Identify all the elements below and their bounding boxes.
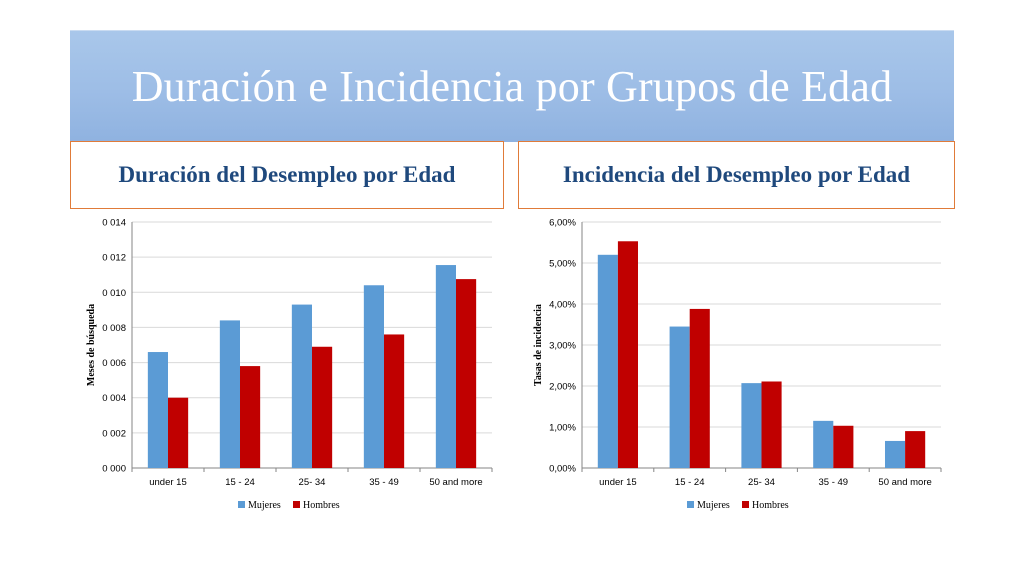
subhead-duration: Duración del Desempleo por Edad [70, 141, 504, 209]
bar-hombres [761, 381, 782, 468]
y-tick-label: 6,00% [549, 218, 576, 229]
y-axis-title: Meses de búsqueda [86, 304, 97, 386]
bar-mujeres [813, 420, 834, 468]
bar-hombres [168, 397, 189, 468]
subhead-duration-text: Duración del Desempleo por Edad [118, 162, 456, 187]
bar-hombres [240, 366, 261, 468]
x-tick-label: under 15 [599, 477, 637, 488]
bar-mujeres [741, 383, 762, 468]
subhead-incidence-text: Incidencia del Desempleo por Edad [562, 162, 911, 187]
legend-label-mujeres: Mujeres [697, 500, 730, 511]
duration-chart: 0 000 0 002 0 004 0 006 0 008 0 010 0 012 0 014… [86, 218, 493, 511]
y-tick-label: 0 012 [102, 253, 126, 264]
bar-hombres [689, 308, 710, 468]
y-tick-label: 0 004 [102, 393, 126, 404]
y-axis-title: Tasas de incidencia [533, 304, 544, 386]
x-tick-label: 50 and more [429, 477, 482, 488]
bar-mujeres [363, 285, 384, 468]
legend-swatch-hombres [293, 501, 300, 508]
bar-mujeres [219, 320, 240, 468]
x-tick-label: under 15 [149, 477, 187, 488]
y-tick-label: 3,00% [549, 341, 576, 352]
slide-title: Duración e Incidencia por Grupos de Edad [131, 62, 893, 111]
y-tick-label: 1,00% [549, 423, 576, 434]
x-tick-label: 35 - 49 [819, 477, 849, 488]
bar-hombres [833, 425, 854, 468]
x-tick-label: 15 - 24 [675, 477, 705, 488]
x-tick-label: 15 - 24 [225, 477, 255, 488]
y-tick-label: 0 008 [102, 323, 126, 334]
y-tick-label: 0,00% [549, 464, 576, 475]
y-tick-label: 4,00% [549, 300, 576, 311]
legend-swatch-mujeres [238, 501, 245, 508]
bar-mujeres [147, 352, 168, 468]
y-tick-label: 0 002 [102, 428, 126, 439]
x-tick-label: 35 - 49 [369, 477, 399, 488]
legend-label-mujeres: Mujeres [248, 500, 281, 511]
incidence-chart: 0,00% 1,00% 2,00% 3,00% 4,00% 5,00% 6,00% under… [533, 218, 942, 511]
legend-swatch-hombres [742, 501, 749, 508]
x-tick-label: 25- 34 [299, 477, 326, 488]
legend-swatch-mujeres [687, 501, 694, 508]
y-tick-label: 5,00% [549, 259, 576, 270]
bar-mujeres [435, 265, 456, 468]
x-tick-label: 25- 34 [748, 477, 775, 488]
bar-hombres [384, 334, 405, 468]
bar-mujeres [597, 254, 618, 468]
y-tick-label: 2,00% [549, 382, 576, 393]
bar-hombres [312, 346, 333, 468]
legend-label-hombres: Hombres [303, 500, 340, 511]
y-tick-label: 0 010 [102, 288, 126, 299]
bar-hombres [617, 241, 639, 468]
bar-mujeres [884, 440, 906, 468]
subhead-incidence: Incidencia del Desempleo por Edad [518, 141, 955, 209]
x-tick-label: 50 and more [878, 477, 931, 488]
y-tick-label: 0 006 [102, 358, 126, 369]
legend-label-hombres: Hombres [752, 500, 789, 511]
y-tick-label: 0 000 [102, 464, 126, 475]
bar-mujeres [669, 326, 690, 468]
y-tick-label: 0 014 [102, 218, 126, 229]
bar-mujeres [291, 304, 312, 468]
bar-hombres [905, 431, 926, 468]
slide-title-bar: Duración e Incidencia por Grupos de Edad [70, 30, 954, 142]
bar-hombres [456, 279, 477, 468]
